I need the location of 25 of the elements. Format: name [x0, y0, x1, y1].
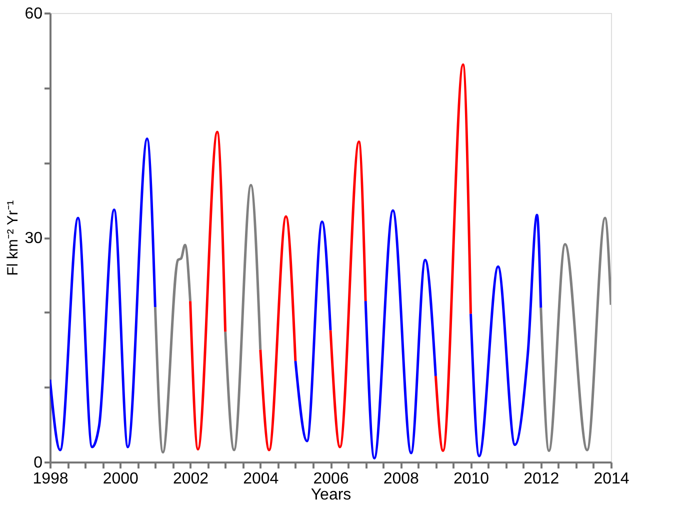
x-tick-label: 2008	[383, 470, 420, 488]
y-tick-label: 0	[34, 454, 43, 472]
x-tick-label: 2004	[243, 470, 279, 488]
y-tick-label: 60	[24, 6, 43, 22]
line-series	[540, 216, 611, 452]
line-series	[434, 63, 472, 452]
y-axis-title: Fl km⁻² Yr⁻¹	[4, 200, 22, 276]
line-series	[470, 214, 542, 458]
x-tick-label: 1998	[32, 470, 68, 488]
line-series	[224, 184, 262, 452]
line-series	[154, 244, 192, 454]
x-tick-label: 2010	[453, 470, 490, 488]
x-tick-label: 2012	[524, 470, 560, 488]
x-tick-label: 2000	[102, 470, 139, 488]
line-series	[329, 140, 367, 448]
line-series	[364, 209, 437, 460]
y-tick-label: 30	[24, 230, 43, 247]
line-series	[259, 215, 297, 452]
x-tick-label: 2002	[172, 470, 209, 488]
x-axis-title: Years	[310, 486, 352, 504]
line-series	[50, 137, 156, 452]
x-tick-label: 2014	[594, 470, 630, 488]
x-tick-label: 2006	[313, 470, 349, 488]
line-series	[189, 130, 227, 451]
line-series	[294, 220, 332, 442]
